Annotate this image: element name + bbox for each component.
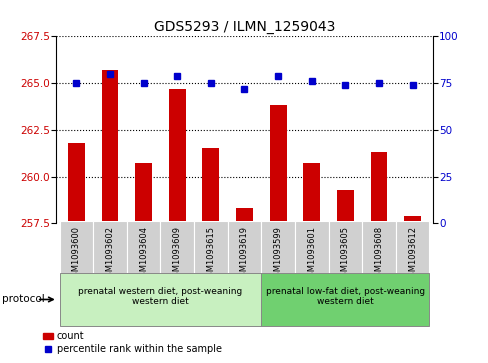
Bar — [261, 221, 294, 274]
Bar — [236, 208, 252, 223]
Text: prenatal western diet, post-weaning
western diet: prenatal western diet, post-weaning west… — [78, 287, 242, 306]
Bar — [303, 163, 320, 223]
Text: GSM1093609: GSM1093609 — [172, 226, 182, 282]
Text: GSM1093601: GSM1093601 — [306, 226, 316, 282]
Text: prenatal low-fat diet, post-weaning
western diet: prenatal low-fat diet, post-weaning west… — [265, 287, 424, 306]
Text: GSM1093600: GSM1093600 — [72, 226, 81, 282]
Bar — [269, 106, 286, 223]
Text: protocol: protocol — [2, 294, 45, 305]
Text: GSM1093612: GSM1093612 — [407, 226, 416, 282]
Title: GDS5293 / ILMN_1259043: GDS5293 / ILMN_1259043 — [154, 20, 334, 34]
Text: GSM1093615: GSM1093615 — [206, 226, 215, 282]
Bar — [60, 273, 261, 326]
Bar — [294, 221, 328, 274]
Text: GSM1093599: GSM1093599 — [273, 226, 282, 282]
Bar — [202, 148, 219, 223]
Bar — [135, 163, 152, 223]
Bar — [261, 273, 428, 326]
Bar — [93, 221, 126, 274]
Bar — [370, 152, 386, 223]
Text: GSM1093602: GSM1093602 — [105, 226, 114, 282]
Bar — [160, 221, 194, 274]
Bar — [227, 221, 261, 274]
Bar — [168, 89, 185, 223]
Bar — [194, 221, 227, 274]
Text: GSM1093608: GSM1093608 — [374, 226, 383, 282]
Bar — [404, 216, 420, 223]
Legend: count, percentile rank within the sample: count, percentile rank within the sample — [39, 327, 225, 358]
Text: GSM1093619: GSM1093619 — [240, 226, 248, 282]
Bar — [60, 221, 93, 274]
Bar — [328, 221, 362, 274]
Bar — [395, 221, 428, 274]
Bar — [102, 70, 118, 223]
Bar — [362, 221, 395, 274]
Bar — [126, 221, 160, 274]
Text: GSM1093605: GSM1093605 — [340, 226, 349, 282]
Bar — [68, 143, 84, 223]
Text: GSM1093604: GSM1093604 — [139, 226, 148, 282]
Bar — [336, 189, 353, 223]
